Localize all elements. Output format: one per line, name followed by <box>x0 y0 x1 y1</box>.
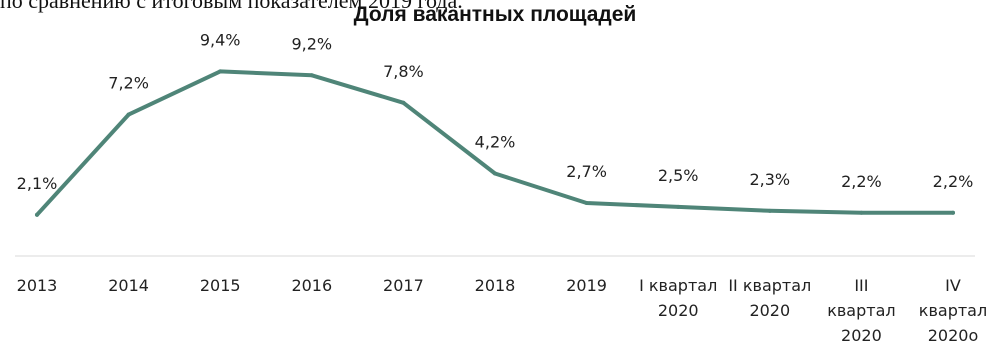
x-tick-label-line: квартал <box>827 301 895 320</box>
x-tick-label-line: 2017 <box>383 276 424 295</box>
data-point <box>218 69 223 74</box>
x-tick-label-line: IV <box>945 276 961 295</box>
x-tick-label-line: 2014 <box>108 276 149 295</box>
data-label: 2,5% <box>658 166 699 185</box>
data-label: 4,2% <box>475 133 516 152</box>
data-label: 2,2% <box>841 172 882 191</box>
x-tick-label: 2018 <box>475 276 516 295</box>
data-point <box>126 112 131 117</box>
x-tick-label-line: 2013 <box>17 276 58 295</box>
data-point <box>35 212 39 217</box>
x-tick-label: 2019 <box>566 276 607 295</box>
data-label: 9,4% <box>200 30 241 49</box>
x-tick-label: 2014 <box>108 276 149 295</box>
x-tick-label: 2015 <box>200 276 241 295</box>
data-label: 7,8% <box>383 62 424 81</box>
x-tick-label-line: 2016 <box>291 276 332 295</box>
data-point <box>951 210 955 215</box>
x-tick-label: 2016 <box>291 276 332 295</box>
chart-title: Доля вакантных площадей <box>353 3 637 26</box>
x-tick-label-line: 2018 <box>475 276 516 295</box>
x-tick-label-line: III <box>854 276 868 295</box>
data-point <box>401 100 406 105</box>
data-label: 9,2% <box>291 34 332 53</box>
x-tick-label-line: I квартал <box>639 276 717 295</box>
data-point <box>676 204 681 209</box>
data-point <box>309 73 314 78</box>
clipped-caption-text: по сравнению с итоговым показателем 2019… <box>0 0 463 13</box>
x-tick-label-line: II квартал <box>728 276 811 295</box>
x-tick-label-line: 2020 <box>749 301 790 320</box>
data-label: 2,7% <box>566 162 607 181</box>
x-tick-label: III квартал 2020 <box>827 276 895 345</box>
x-tick-label-line: 2020 <box>658 301 699 320</box>
data-point <box>767 208 772 213</box>
x-tick-label-line: 2015 <box>200 276 241 295</box>
x-tick-label: 2017 <box>383 276 424 295</box>
x-tick-label: 2013 <box>17 276 58 295</box>
x-tick-label-line: 2020о <box>928 326 979 345</box>
data-label: 2,2% <box>933 172 974 191</box>
data-label: 7,2% <box>108 74 149 93</box>
x-tick-label: II квартал 2020 <box>728 276 811 320</box>
data-label: 2,3% <box>749 170 790 189</box>
data-point <box>493 171 497 176</box>
data-label: 2,1% <box>17 174 58 193</box>
x-tick-label: I квартал 2020 <box>639 276 717 320</box>
x-tick-label-line: 2019 <box>566 276 607 295</box>
data-point <box>859 210 864 215</box>
data-point <box>584 200 589 205</box>
x-tick-label: IV квартал 2020о <box>919 276 987 345</box>
x-tick-label-line: 2020 <box>841 326 882 345</box>
x-tick-label-line: квартал <box>919 301 987 320</box>
